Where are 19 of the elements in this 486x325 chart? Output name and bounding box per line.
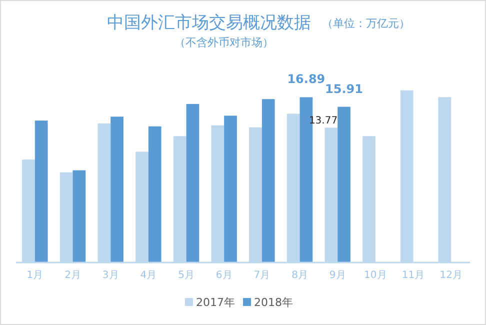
chart-subtitle: （不含外币对市场） xyxy=(174,36,274,49)
x-tick-label: 7月 xyxy=(254,270,270,281)
x-tick-label: 12月 xyxy=(440,270,462,281)
x-tick-label: 5月 xyxy=(178,270,194,281)
x-tick-label: 9月 xyxy=(329,270,346,281)
legend-label: 2018年 xyxy=(254,296,293,309)
legend-label: 2017年 xyxy=(196,296,235,309)
x-tick-label: 2月 xyxy=(64,270,81,281)
title: 中国外汇市场交易概况数据 xyxy=(107,13,311,33)
x-tick-label: 6月 xyxy=(216,270,232,281)
data-label: 16.89 xyxy=(287,72,326,86)
x-tick-label: 10月 xyxy=(364,270,387,281)
x-tick-label: 4月 xyxy=(140,270,157,281)
text: （单位：万亿元） xyxy=(322,17,410,30)
x-tick-label: 11月 xyxy=(402,270,425,281)
data-label: 15.91 xyxy=(325,82,363,96)
x-tick-label: 1月 xyxy=(26,270,44,281)
x-tick-label: 8月 xyxy=(292,270,308,281)
x-tick-label: 3月 xyxy=(102,270,119,281)
